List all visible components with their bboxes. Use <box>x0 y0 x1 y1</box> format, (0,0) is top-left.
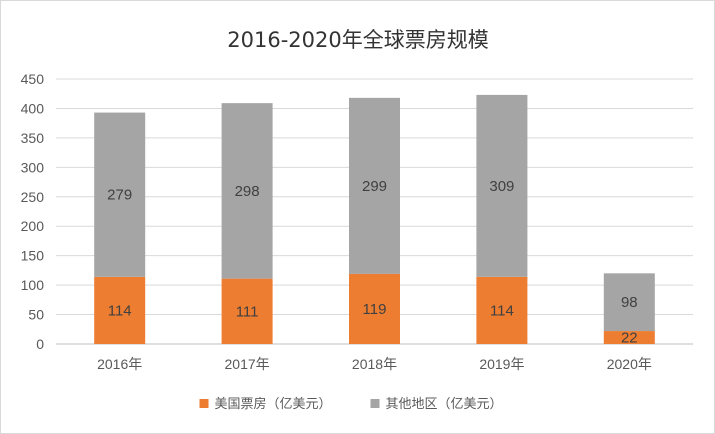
x-axis: 2016年 2017年 2018年 2019年 2020年 <box>97 356 652 372</box>
data-label: 298 <box>235 183 260 200</box>
data-label: 114 <box>108 302 132 319</box>
bar-other <box>603 273 655 332</box>
data-label: 111 <box>236 303 259 320</box>
y-tick-label: 50 <box>28 307 44 323</box>
bar-us <box>603 331 655 344</box>
x-tick-label: 2018年 <box>352 356 397 372</box>
legend: 美国票房（亿美元） 其他地区（亿美元） <box>199 396 503 412</box>
y-tick-label: 450 <box>21 71 45 87</box>
x-tick-label: 2016年 <box>97 356 142 372</box>
y-tick-label: 0 <box>36 336 44 352</box>
y-tick-label: 300 <box>21 159 45 175</box>
legend-label-other: 其他地区（亿美元） <box>386 397 503 412</box>
data-label: 98 <box>621 294 638 311</box>
x-tick-label: 2020年 <box>607 356 652 372</box>
bar-us <box>94 276 146 344</box>
data-label: 279 <box>107 187 132 204</box>
bar-other <box>221 103 273 279</box>
y-tick-label: 100 <box>21 277 45 293</box>
y-tick-label: 350 <box>21 130 45 146</box>
bar-us <box>349 273 400 344</box>
data-label: 119 <box>363 301 387 318</box>
data-label: 299 <box>362 178 387 195</box>
y-tick-label: 250 <box>21 189 45 205</box>
data-label: 22 <box>621 330 638 347</box>
y-tick-label: 400 <box>21 100 45 116</box>
y-tick-label: 200 <box>21 218 45 234</box>
chart-title: 2016-2020年全球票房规模 <box>227 28 488 52</box>
legend-swatch-us <box>199 399 209 408</box>
legend-label-us: 美国票房（亿美元） <box>215 396 332 412</box>
bars: 114 279 111 298 119 299 114 309 22 98 <box>94 94 655 347</box>
bar-us <box>221 278 273 344</box>
data-label: 309 <box>489 178 514 195</box>
legend-swatch-other <box>370 399 380 408</box>
x-tick-label: 2017年 <box>225 356 270 372</box>
x-tick-label: 2019年 <box>479 356 524 372</box>
data-label: 114 <box>490 302 514 319</box>
bar-us <box>476 276 528 344</box>
y-tick-label: 150 <box>21 248 45 264</box>
bar-other <box>349 97 400 274</box>
bar-other <box>94 112 146 277</box>
bar-other <box>476 94 528 277</box>
y-axis: 0 50 100 150 200 250 300 350 400 450 <box>21 71 45 352</box>
